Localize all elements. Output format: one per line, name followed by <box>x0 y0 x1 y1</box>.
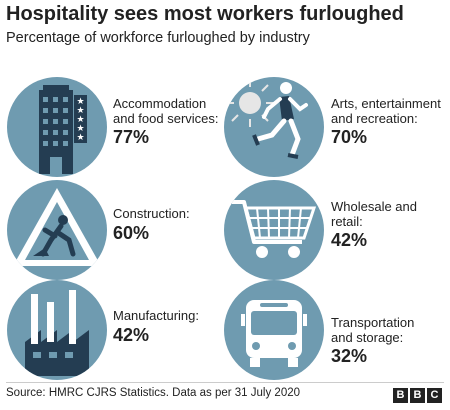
svg-text:★: ★ <box>76 106 84 116</box>
label-arts-line2: and recreation: <box>331 110 418 126</box>
roadworks-sign-icon <box>13 188 101 266</box>
label-wholesale-line2: retail: <box>331 213 363 229</box>
bbc-logo-letter: C <box>427 388 442 403</box>
svg-text:★: ★ <box>76 115 84 125</box>
bus-icon <box>241 300 307 367</box>
factory-icon <box>25 290 89 376</box>
label-arts-line1: Arts, entertainment <box>331 96 441 111</box>
source-note: Source: HMRC CJRS Statistics. Data as pe… <box>6 387 301 399</box>
row-manufacturing: Manufacturing: 42% <box>113 308 199 345</box>
row-wholesale: Wholesale and retail: 42% <box>331 199 417 251</box>
chart-subtitle: Percentage of workforce furloughed by in… <box>6 30 310 46</box>
circle-transportation <box>224 280 324 380</box>
row-transportation: Transportation and storage: 32% <box>331 315 415 367</box>
circle-accommodation: ★ ★ ★ ★ ★ <box>7 77 107 177</box>
runner-sun-icon <box>226 79 308 159</box>
row-arts: Arts, entertainment and recreation: 70% <box>331 96 441 148</box>
footer-divider <box>6 382 444 383</box>
circle-arts <box>224 77 324 177</box>
circle-construction <box>7 180 107 280</box>
value-manufacturing: 42% <box>113 324 150 345</box>
svg-text:★: ★ <box>76 124 84 134</box>
label-accommodation-line1: Accommodation <box>113 96 207 111</box>
bbc-logo-letter: B <box>410 388 425 403</box>
value-construction: 60% <box>113 222 150 243</box>
row-accommodation: Accommodation and food services: 77% <box>113 96 219 148</box>
bbc-logo-letter: B <box>393 388 408 403</box>
value-arts: 70% <box>331 127 368 148</box>
label-accommodation-line2: and food services: <box>113 110 219 126</box>
bbc-logo: B B C <box>393 388 442 403</box>
value-accommodation: 77% <box>113 127 150 148</box>
value-wholesale: 42% <box>331 230 368 251</box>
hotel-building-icon: ★★★★★ <box>39 85 87 174</box>
value-transportation: 32% <box>331 346 368 367</box>
label-manufacturing: Manufacturing: <box>113 308 199 323</box>
svg-text:★: ★ <box>76 97 84 107</box>
circle-manufacturing <box>7 280 107 380</box>
label-construction: Construction: <box>113 206 190 221</box>
label-transportation-line2: and storage: <box>331 329 404 345</box>
svg-text:★: ★ <box>76 133 84 143</box>
shopping-trolley-icon <box>232 200 317 258</box>
row-construction: Construction: 60% <box>113 206 190 243</box>
chart-title: Hospitality sees most workers furloughed <box>6 3 404 25</box>
label-transportation-line1: Transportation <box>331 315 415 330</box>
label-wholesale-line1: Wholesale and <box>331 199 417 214</box>
circle-wholesale <box>224 180 324 280</box>
